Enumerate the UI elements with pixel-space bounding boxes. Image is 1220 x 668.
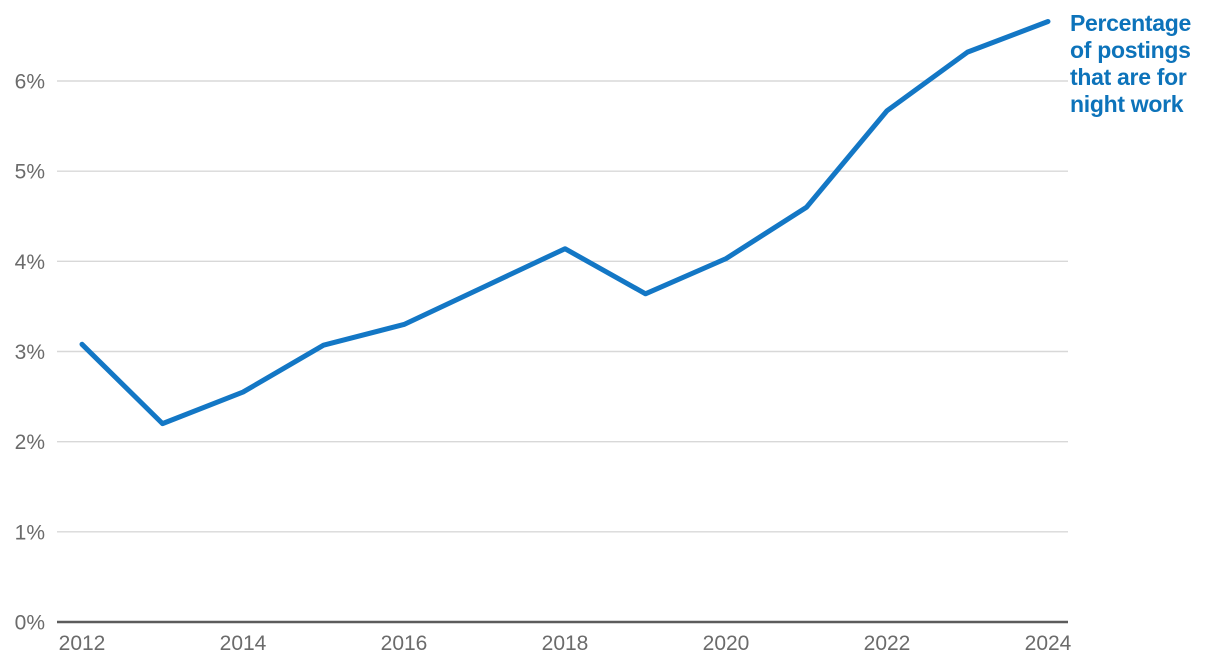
y-tick-label: 6% xyxy=(15,71,45,94)
y-tick-label: 5% xyxy=(15,161,45,184)
x-tick-label: 2014 xyxy=(220,632,267,655)
x-tick-label: 2012 xyxy=(59,632,106,655)
series-line-night-work xyxy=(79,18,1051,427)
y-tick-label: 2% xyxy=(15,431,45,454)
x-tick-label: 2022 xyxy=(864,632,911,655)
y-tick-label: 4% xyxy=(15,251,45,274)
y-tick-label: 1% xyxy=(15,521,45,544)
y-tick-label: 3% xyxy=(15,341,45,364)
x-tick-label: 2016 xyxy=(381,632,428,655)
x-tick-label: 2020 xyxy=(703,632,750,655)
x-tick-label: 2018 xyxy=(542,632,589,655)
y-tick-label: 0% xyxy=(15,612,45,635)
series-annotation: Percentage of postings that are for nigh… xyxy=(1070,10,1192,117)
x-tick-label: 2024 xyxy=(1025,632,1072,655)
